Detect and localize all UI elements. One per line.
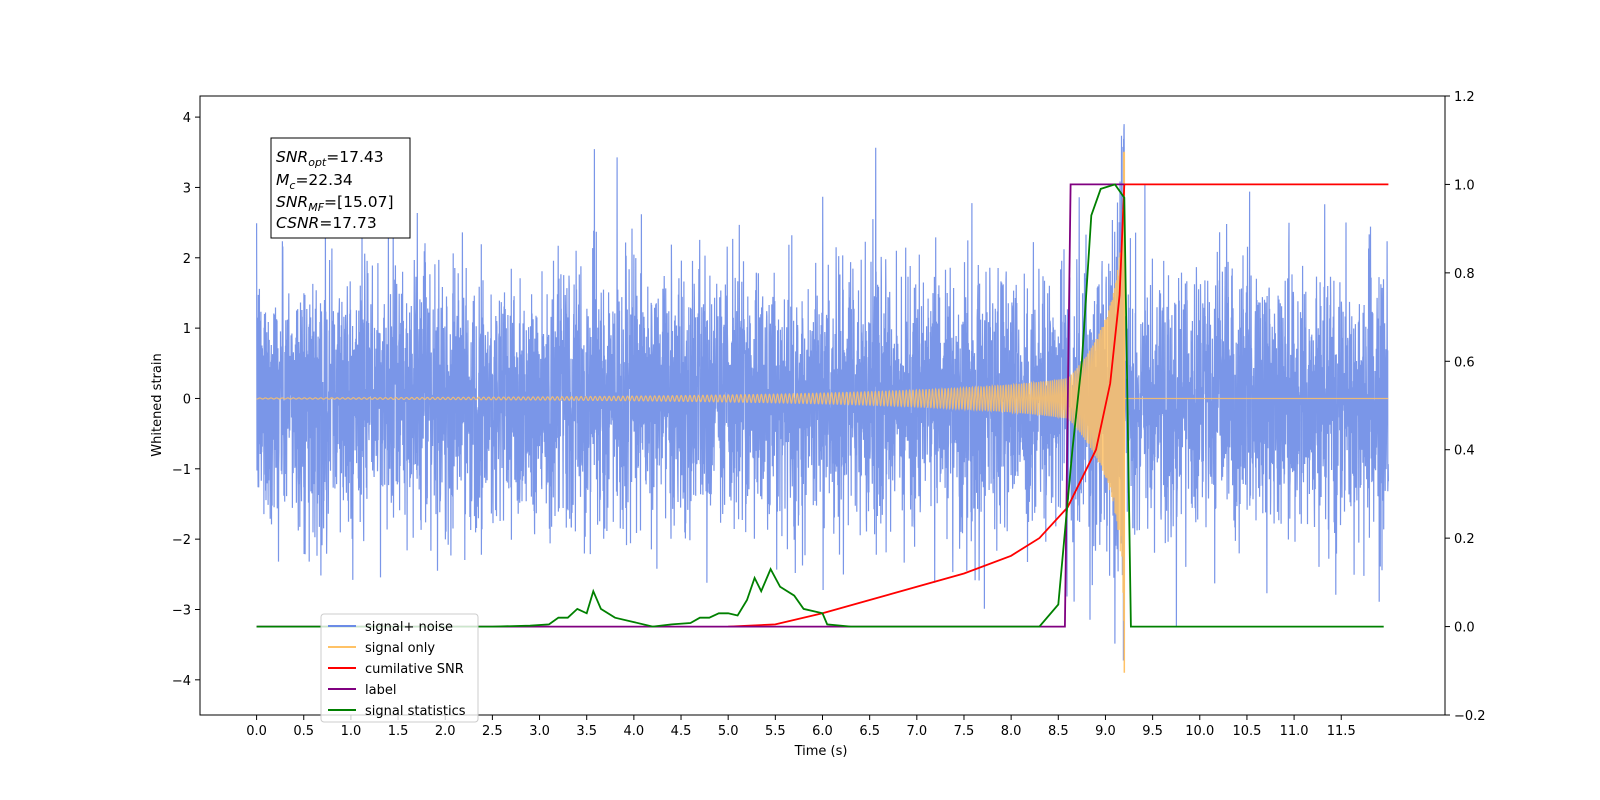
x-tick-label: 9.0 (1095, 724, 1116, 739)
legend-entry-signal-statistics: signal statistics (328, 704, 466, 719)
y-tick-label: −3 (172, 603, 191, 618)
y-tick-label: −1 (172, 463, 191, 478)
x-axis-label: Time (s) (794, 744, 848, 759)
x-tick-label: 1.5 (388, 724, 409, 739)
x-tick-label: 0.0 (246, 724, 267, 739)
y-tick-label: 3 (183, 181, 191, 196)
legend-entry-label: label (328, 683, 396, 698)
legend-label-signal-noise: signal+ noise (365, 620, 453, 635)
legend-entry-signal-noise: signal+ noise (328, 620, 453, 635)
x-tick-label: 5.0 (718, 724, 739, 739)
x-tick-label: 8.0 (1001, 724, 1022, 739)
stats-box: SNRopt=17.43 Mc=22.34 SNRMF=[15.07] CSNR… (270, 137, 411, 239)
series-label-line (256, 183, 1125, 628)
legend-entry-cumilative-snr: cumilative SNR (328, 662, 464, 677)
x-tick-label: 6.0 (812, 724, 833, 739)
x-tick-label: 11.5 (1327, 724, 1356, 739)
series-layer (256, 124, 1389, 673)
x-tick-label: 4.0 (624, 724, 645, 739)
legend-label-label: label (365, 683, 396, 698)
x-tick-label: 3.0 (529, 724, 550, 739)
series-signal-statistics-line (256, 183, 1384, 628)
y2-tick-label: 0.0 (1454, 621, 1475, 636)
stat-snr-opt: SNRopt=17.43 (276, 148, 384, 169)
y-axis-right: 1.2 1.0 0.8 0.6 0.4 0.2 0.0 −0.2 (1445, 90, 1486, 724)
x-tick-label: 10.0 (1185, 724, 1214, 739)
x-tick-label: 9.5 (1142, 724, 1163, 739)
y-tick-label: 4 (183, 111, 191, 126)
x-tick-label: 2.5 (482, 724, 503, 739)
y-tick-label: −2 (172, 533, 191, 548)
y-tick-label: −4 (172, 674, 191, 689)
legend-label-signal-statistics: signal statistics (365, 704, 466, 719)
series-signal-noise-line (256, 124, 1389, 661)
series-cumilative-snr-line (728, 183, 1389, 628)
x-tick-label: 11.0 (1280, 724, 1309, 739)
y2-tick-label: 1.2 (1454, 90, 1475, 105)
y2-tick-label: −0.2 (1454, 709, 1486, 724)
y-tick-label: 1 (183, 322, 191, 337)
y2-tick-label: 1.0 (1454, 178, 1475, 193)
x-tick-label: 0.5 (293, 724, 314, 739)
legend: signal+ noise signal only cumilative SNR… (320, 613, 479, 723)
stat-csnr: CSNR=17.73 (276, 214, 377, 232)
x-tick-label: 10.5 (1232, 724, 1261, 739)
y-tick-label: 0 (183, 392, 191, 407)
x-tick-label: 1.0 (341, 724, 362, 739)
x-tick-label: 8.5 (1048, 724, 1069, 739)
legend-label-cumilative-snr: cumilative SNR (365, 662, 464, 677)
y-axis-label: Whitened strain (150, 353, 165, 456)
y2-tick-label: 0.6 (1454, 355, 1475, 370)
x-axis: 0.0 0.5 1.0 1.5 2.0 2.5 3.0 3.5 4.0 4.5 5.0 5.5 6.0 6… (246, 715, 1356, 739)
stat-snr-mf: SNRMF=[15.07] (276, 193, 394, 214)
x-tick-label: 3.5 (576, 724, 597, 739)
x-tick-label: 7.5 (954, 724, 975, 739)
stat-mc: Mc=22.34 (276, 171, 353, 192)
x-tick-label: 5.5 (765, 724, 786, 739)
x-tick-label: 6.5 (859, 724, 880, 739)
y-axis-left: 4 3 2 1 0 −1 −2 −3 −4 (172, 111, 200, 689)
y2-tick-label: 0.2 (1454, 532, 1475, 547)
y2-tick-label: 0.4 (1454, 444, 1475, 459)
x-tick-label: 4.5 (671, 724, 692, 739)
legend-label-signal-only: signal only (365, 641, 435, 656)
legend-entry-signal-only: signal only (328, 641, 435, 656)
x-tick-label: 2.0 (435, 724, 456, 739)
y2-tick-label: 0.8 (1454, 267, 1475, 282)
y-tick-label: 2 (183, 252, 191, 267)
series-signal-only-line (256, 151, 1389, 621)
x-tick-label: 7.0 (906, 724, 927, 739)
